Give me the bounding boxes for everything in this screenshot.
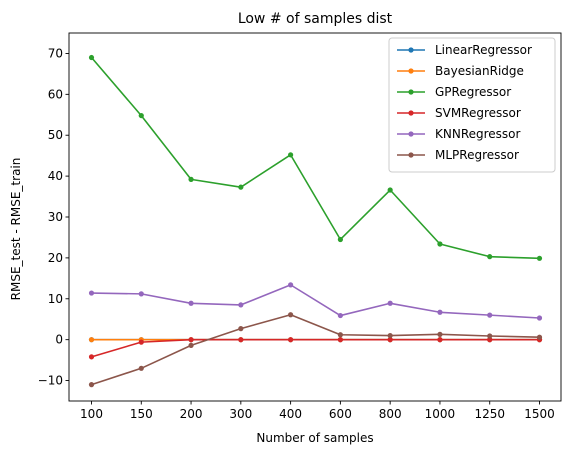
data-point [238, 326, 244, 332]
data-point [188, 176, 194, 182]
data-point [437, 309, 443, 315]
data-point [487, 333, 493, 339]
data-point [437, 331, 443, 337]
data-point [288, 152, 294, 158]
chart-title: Low # of samples dist [238, 11, 393, 27]
x-tick-label: 300 [229, 407, 252, 421]
data-point [138, 291, 144, 297]
data-point [238, 184, 244, 190]
y-tick-label: 30 [48, 210, 63, 224]
data-point [487, 254, 493, 260]
data-point [88, 354, 95, 360]
x-tick-label: 1250 [474, 407, 505, 421]
data-point [536, 315, 543, 321]
legend-swatch-marker [408, 68, 414, 74]
data-point [387, 337, 393, 343]
data-point [288, 312, 294, 318]
data-point [238, 302, 244, 308]
x-axis-label: Number of samples [256, 431, 373, 445]
data-point [387, 332, 393, 339]
data-point [88, 290, 95, 296]
y-tick-label: 50 [48, 128, 63, 142]
series-line [91, 338, 540, 358]
x-tick-label: 100 [80, 407, 103, 421]
legend-item: MLPRegressor [397, 148, 519, 162]
y-tick-label: 20 [48, 251, 63, 265]
data-point [188, 300, 194, 306]
data-point [337, 337, 343, 343]
series-gpregressor [88, 54, 543, 261]
data-point [437, 337, 443, 343]
series-layer [88, 54, 543, 388]
y-tick-label: −10 [38, 374, 63, 388]
data-point [88, 337, 95, 343]
data-point [487, 312, 493, 318]
x-tick-label: 400 [279, 407, 302, 421]
x-tick-label: 1500 [524, 407, 555, 421]
axes-layer: −10 0 10 20 30 40 50 60 70 100 150 200 300 400 600 800 1… [38, 32, 562, 421]
data-point [536, 334, 543, 340]
data-point [387, 187, 393, 193]
data-point [288, 282, 294, 288]
x-tick-label: 150 [130, 407, 153, 421]
series-knnregressor [88, 282, 543, 321]
legend-label: GPRegressor [435, 85, 511, 99]
data-point [88, 54, 95, 61]
legend-item: KNNRegressor [397, 127, 521, 141]
data-point [536, 255, 543, 261]
legend: LinearRegressor BayesianRidge GPRegressor S… [388, 37, 556, 173]
series-line [91, 284, 540, 319]
legend-item: BayesianRidge [397, 64, 524, 78]
data-point [188, 337, 194, 343]
legend-box [388, 37, 556, 173]
y-tick-label: 40 [48, 169, 63, 183]
legend-item: GPRegressor [397, 85, 511, 99]
data-point [387, 300, 393, 306]
data-point [337, 236, 343, 243]
legend-item: SVMRegressor [397, 106, 521, 120]
legend-label: BayesianRidge [435, 64, 524, 78]
x-tick-label: 600 [329, 407, 352, 421]
legend-swatch-marker [408, 47, 414, 53]
legend-label: MLPRegressor [435, 148, 519, 162]
data-point [337, 312, 343, 319]
y-tick-label: 60 [48, 87, 63, 101]
y-tick-label: 70 [48, 46, 63, 60]
y-axis-label: RMSE_test - RMSE_train [9, 158, 23, 301]
data-point [437, 241, 443, 247]
series-line [91, 313, 540, 386]
legend-swatch-marker [408, 89, 414, 95]
x-tick-label: 800 [379, 407, 402, 421]
legend-swatch-marker [408, 131, 414, 137]
y-tick-label: 10 [48, 292, 63, 306]
x-tick-label: 1000 [425, 407, 456, 421]
legend-label: LinearRegressor [435, 43, 532, 57]
series-mlpregressor [88, 312, 543, 388]
data-point [487, 337, 493, 343]
data-point [138, 112, 144, 119]
legend-label: SVMRegressor [435, 106, 521, 120]
data-point [138, 339, 144, 345]
x-tick-label: 200 [180, 407, 203, 421]
data-point [238, 337, 244, 343]
data-point [337, 332, 343, 338]
data-point [138, 365, 144, 371]
legend-swatch-marker [408, 110, 414, 116]
legend-label: KNNRegressor [435, 127, 521, 141]
data-point [288, 337, 294, 343]
legend-item: LinearRegressor [397, 43, 532, 57]
legend-swatch-marker [408, 152, 414, 158]
data-point [188, 342, 194, 348]
data-point [88, 382, 95, 388]
series-line [90, 57, 540, 260]
y-tick-label: 0 [55, 333, 63, 347]
